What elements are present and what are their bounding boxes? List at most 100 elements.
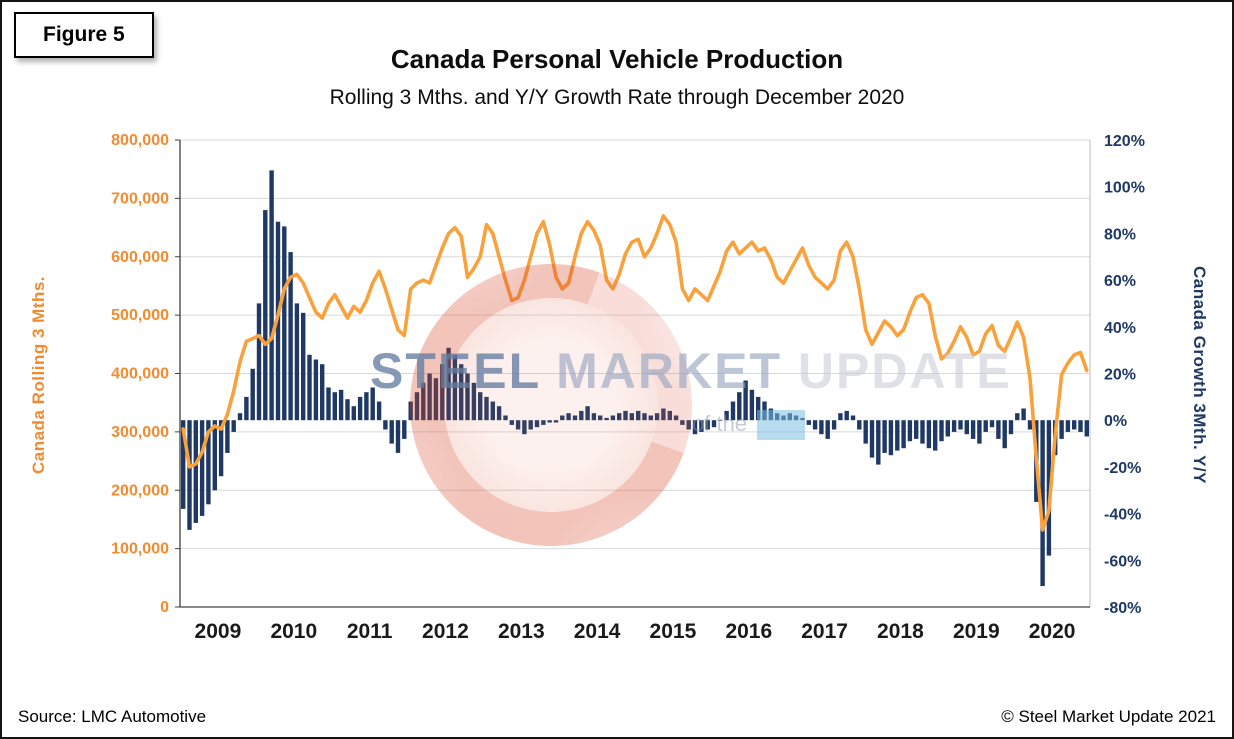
growth-bar [648,415,653,421]
growth-bar [446,347,451,421]
growth-bar [263,210,268,421]
x-axis-year-label: 2019 [953,620,1000,643]
right-axis-tick-label: -40% [1104,507,1141,524]
growth-bar [357,396,363,421]
growth-bar [509,420,514,425]
growth-bar [888,420,894,456]
growth-bar [376,401,382,421]
growth-bar [983,420,988,432]
growth-bar [294,303,300,421]
left-axis-tick-label: 800,000 [111,132,169,149]
growth-bar [496,406,502,421]
growth-bar [882,420,887,453]
growth-bar [642,413,647,421]
growth-bar [332,392,337,421]
left-axis-tick-label: 300,000 [111,424,169,441]
growth-bar [1008,420,1014,435]
growth-bar [553,420,559,423]
chart-subtitle: Rolling 3 Mths. and Y/Y Growth Rate thro… [329,86,905,109]
growth-bar [749,389,755,421]
growth-bar [989,420,995,428]
growth-bar [610,415,616,421]
copyright-text: © Steel Market Update 2021 [1001,707,1216,726]
growth-bar [945,420,950,437]
growth-bar [926,420,932,449]
growth-bar [1059,420,1064,439]
growth-bar [724,410,729,421]
growth-bar [572,415,578,421]
growth-bar [1002,420,1007,449]
right-axis-tick-label: 60% [1104,273,1136,290]
growth-bar [970,420,976,439]
growth-bar [579,410,584,421]
growth-bar [206,420,211,505]
growth-bar [199,420,205,516]
growth-bar [471,382,477,421]
growth-bar [781,415,786,421]
growth-bar [718,420,723,421]
growth-bar [440,364,445,421]
growth-bar [793,415,799,421]
growth-bar [1015,413,1020,421]
growth-bar [364,392,369,421]
growth-bar [819,420,824,435]
growth-bar [806,420,811,425]
growth-bar [920,420,925,444]
growth-bar [244,396,249,421]
growth-bar [1046,420,1052,556]
growth-bar [699,420,704,432]
growth-bar [831,420,837,430]
right-axis-tick-label: 20% [1104,367,1136,384]
growth-bar [522,420,527,435]
growth-bar [667,410,672,421]
production-line [181,214,1089,532]
growth-bar [402,420,407,439]
growth-bar [756,396,761,421]
x-axis-year-label: 2014 [574,620,621,643]
x-axis-year-label: 2017 [801,620,848,643]
growth-bar [1084,420,1089,437]
growth-bar [730,401,736,421]
growth-bar [1027,420,1033,430]
growth-bar [250,368,255,421]
growth-bar [218,420,224,477]
growth-bar [977,420,982,444]
growth-bar [762,401,767,421]
growth-bar [743,380,748,421]
growth-bar [503,415,508,421]
chart-title: Canada Personal Vehicle Production [390,44,844,74]
growth-bar [465,373,470,421]
growth-bar [737,392,742,421]
growth-bar [389,420,394,444]
growth-bar [187,420,192,530]
growth-bar [560,415,565,421]
growth-bar [225,420,230,453]
left-axis-tick-label: 600,000 [111,249,169,266]
growth-bar [623,410,628,421]
growth-bar [421,382,426,421]
growth-bar [338,389,344,421]
figure-label-box: Figure 5 [14,12,154,58]
growth-bar [939,420,944,442]
right-axis-title: Canada Growth 3Mth. Y/Y [1190,266,1209,484]
growth-bar [598,415,603,421]
x-axis-year-label: 2013 [498,620,545,643]
growth-bar [288,252,293,421]
growth-bar [591,413,597,421]
figure-label: Figure 5 [43,23,125,46]
growth-bar [534,420,540,428]
growth-bar [768,408,774,421]
growth-bar [541,420,546,425]
growth-bar [812,420,818,430]
growth-bar [705,420,710,430]
growth-bar [515,420,521,430]
growth-bar [617,413,622,421]
growth-bar [654,413,660,421]
growth-bar [629,413,634,421]
x-axis-year-label: 2015 [650,620,697,643]
growth-bar [547,420,552,423]
growth-bar [395,420,401,453]
growth-bar [345,399,350,421]
growth-bar [313,359,319,421]
